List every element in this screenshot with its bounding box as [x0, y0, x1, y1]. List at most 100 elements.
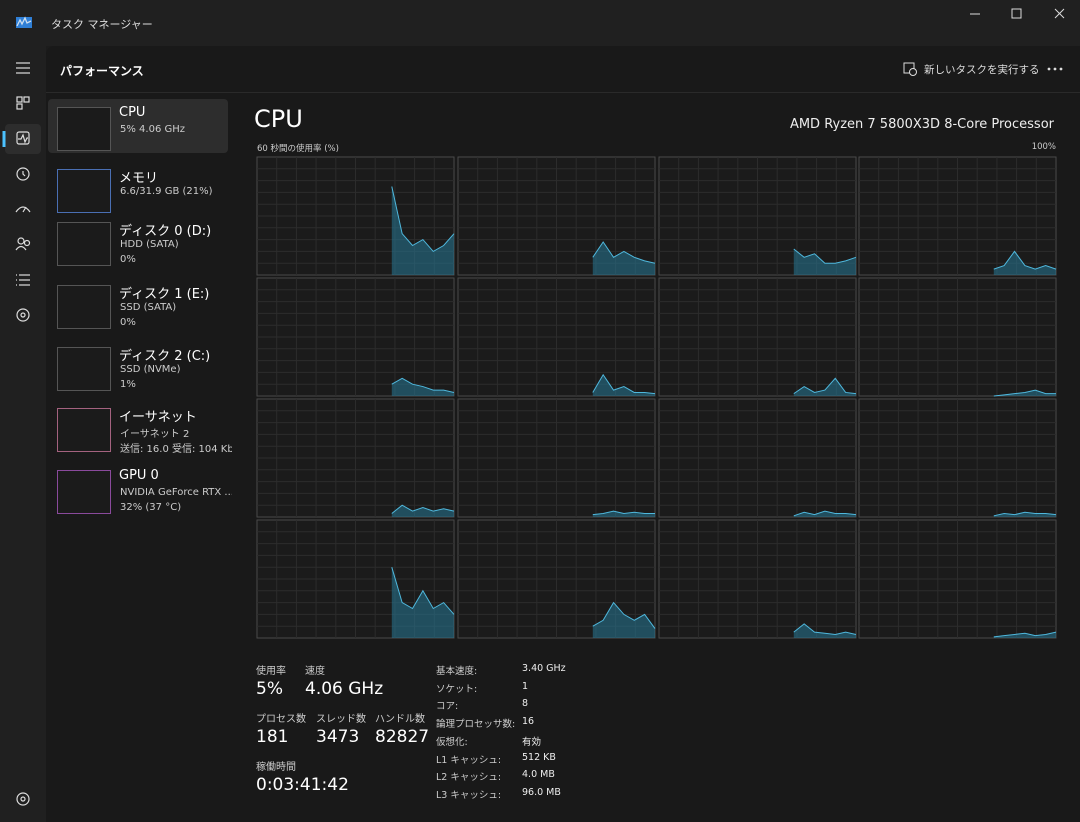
stat-value: 82827 — [375, 727, 430, 747]
core-usage-area — [592, 374, 655, 396]
spec-label: 論理プロセッサ数: — [436, 719, 516, 731]
sidebar-item-detail: 32% (37 °C) — [120, 502, 182, 513]
sidebar-item-detail: 1% — [120, 379, 136, 390]
core-usage-line — [793, 377, 857, 395]
spec-label: L3 キャッシュ: — [436, 789, 502, 801]
run-task-button[interactable]: 新しいタスクを実行する — [924, 64, 1040, 76]
sidebar-item-detail: SSD (NVMe) — [120, 364, 181, 375]
app-icon — [16, 16, 32, 28]
rail-icons — [2, 62, 41, 806]
sidebar-thumbnail — [57, 408, 111, 452]
sidebar-item-name[interactable]: ディスク 1 (E:) — [119, 287, 210, 302]
sidebar-item-name[interactable]: ディスク 0 (D:) — [119, 224, 212, 239]
core-usage-line — [391, 567, 455, 615]
core-usage-line — [793, 248, 857, 264]
spec-value: 512 KB — [522, 751, 556, 763]
menu-button[interactable] — [16, 62, 30, 74]
core-usage-area — [793, 378, 856, 396]
stat-value: 181 — [256, 727, 289, 747]
graph-label: 60 秒間の使用率 (%) — [257, 144, 339, 154]
core-usage-line — [391, 186, 455, 253]
performance-tab-bg[interactable] — [5, 124, 41, 154]
main-title: CPU — [254, 105, 303, 133]
sidebar-thumbnail — [57, 470, 111, 514]
spec-value: 3.40 GHz — [522, 663, 566, 674]
core-usage-line — [592, 601, 656, 629]
core-usage-line — [993, 389, 1056, 397]
spec-label: L2 キャッシュ: — [436, 772, 502, 784]
stat-label: ハンドル数 — [375, 714, 425, 725]
sidebar-item-name[interactable]: メモリ — [119, 171, 159, 186]
startup-tab[interactable] — [15, 206, 31, 213]
spec-value: 1 — [522, 680, 529, 692]
performance-tab[interactable] — [16, 131, 30, 145]
sidebar-thumbnail — [57, 169, 111, 213]
spec-label: ソケット: — [436, 683, 478, 695]
sidebar-item-detail: 0% — [120, 317, 136, 328]
processes-tab[interactable] — [16, 96, 30, 110]
core-usage-area — [993, 251, 1056, 275]
stat-label: 使用率 — [256, 666, 286, 677]
core-usage-area — [993, 632, 1056, 638]
core-usage-line — [592, 241, 656, 264]
sidebar-item-detail: 送信: 16.0 受信: 104 Kb — [120, 444, 232, 455]
more-button[interactable] — [1046, 66, 1064, 72]
core-usage-line — [391, 504, 455, 514]
sidebar-item-detail: 5% 4.06 GHz — [120, 124, 186, 135]
window-controls — [970, 8, 1065, 19]
core-usage-line — [793, 623, 857, 635]
app-history-tab[interactable] — [16, 167, 30, 181]
core-usage-area — [793, 511, 856, 517]
core-usage-line — [993, 511, 1057, 517]
stat-value: 5% — [256, 679, 283, 699]
sidebar-item-detail: 0% — [120, 254, 136, 265]
core-usage-line — [391, 377, 455, 393]
sidebar-item-detail: イーサネット 2 — [120, 429, 190, 440]
core-usage-area — [592, 602, 655, 638]
stat-value: 3473 — [316, 727, 360, 747]
core-usage-area — [391, 567, 454, 638]
details-tab[interactable] — [16, 274, 30, 286]
spec-label: コア: — [436, 701, 459, 713]
close-button[interactable] — [1054, 8, 1065, 19]
users-tab[interactable] — [15, 237, 31, 251]
page-title: パフォーマンス — [60, 64, 144, 78]
sidebar-item-name[interactable]: ディスク 2 (C:) — [119, 349, 211, 364]
sidebar-item-name[interactable]: イーサネット — [119, 410, 197, 425]
sidebar-item-detail: HDD (SATA) — [120, 239, 179, 250]
processor-name: AMD Ryzen 7 5800X3D 8-Core Processor — [789, 117, 1054, 132]
nav-rail — [0, 46, 46, 822]
core-usage-line — [592, 373, 656, 395]
stat-value: 4.06 GHz — [305, 679, 384, 699]
stat-label: 稼働時間 — [256, 762, 296, 773]
sidebar-thumbnail — [57, 107, 111, 151]
core-usage-area — [391, 378, 454, 396]
spec-label: 基本速度: — [436, 666, 478, 677]
core-usage-line — [993, 250, 1057, 270]
sidebar-thumbnail — [57, 285, 111, 329]
core-usage-line — [993, 631, 1057, 638]
sidebar-thumbnail — [57, 222, 111, 266]
maximize-button[interactable] — [1011, 8, 1022, 19]
sidebar-item-name[interactable]: CPU — [119, 105, 146, 120]
sidebar-item-detail: NVIDIA GeForce RTX ... — [120, 487, 232, 498]
core-usage-line — [793, 510, 857, 517]
stat-value: 0:03:41:42 — [256, 775, 349, 795]
spec-value: 有効 — [522, 736, 542, 748]
spec-value: 96.0 MB — [522, 786, 561, 798]
sidebar-item-name[interactable]: GPU 0 — [119, 468, 159, 483]
core-usage-area — [391, 186, 454, 275]
settings-button[interactable] — [16, 792, 30, 806]
stat-label: 速度 — [305, 666, 325, 677]
graph-max-label: 100% — [1031, 142, 1056, 152]
title-bar — [0, 0, 1080, 46]
services-tab[interactable] — [16, 308, 30, 322]
core-usage-area — [793, 623, 856, 638]
sidebar-thumbnail — [57, 347, 111, 391]
stat-label: プロセス数 — [256, 714, 306, 725]
core-usage-line — [592, 510, 655, 516]
spec-value: 4.0 MB — [522, 769, 555, 781]
spec-value: 8 — [522, 698, 529, 710]
